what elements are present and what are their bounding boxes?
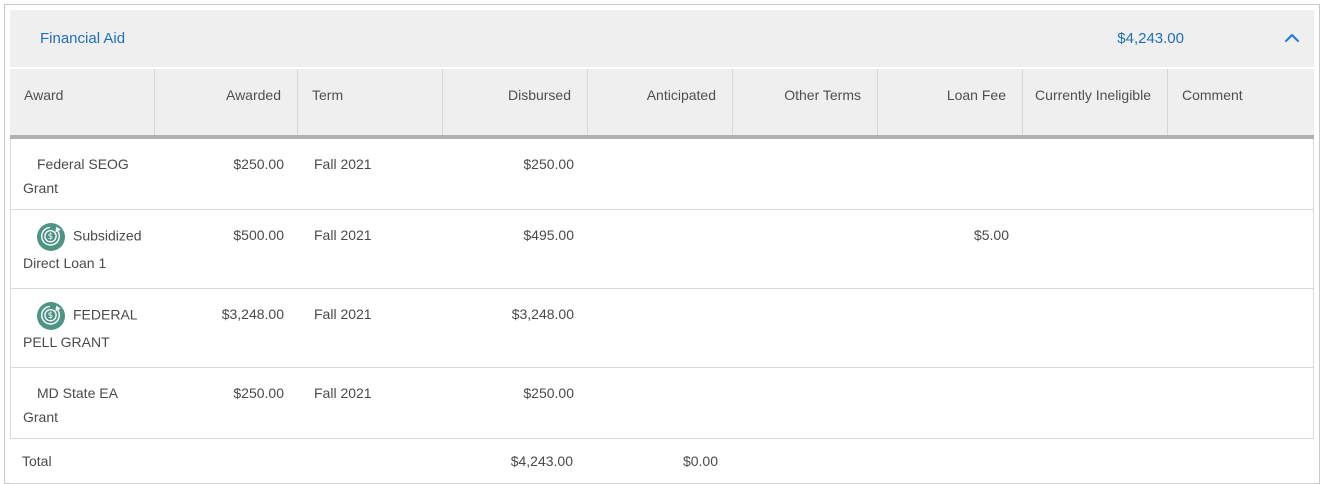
- term-cell: Fall 2021: [314, 306, 372, 322]
- total-currently-ineligible-cell: [1023, 439, 1168, 483]
- disbursed-cell: $250.00: [523, 385, 574, 401]
- panel-title: Financial Aid: [40, 30, 126, 47]
- currently-ineligible-cell: [1024, 139, 1169, 209]
- award-name: Federal SEOG Grant: [23, 156, 129, 196]
- column-header-loan-fee: Loan Fee: [878, 69, 1023, 135]
- loan-fee-cell: $5.00: [973, 227, 1009, 243]
- financial-aid-section-header[interactable]: Financial Aid $4,243.00: [10, 10, 1314, 67]
- award-cell: $MD State EA Grant: [11, 368, 156, 438]
- table-row: $ Subsidized Direct Loan 1 $500.00 Fall 2…: [11, 210, 1313, 289]
- disbursed-cell: $3,248.00: [511, 306, 574, 322]
- header-gap: [10, 67, 1314, 69]
- total-awarded-cell: [155, 439, 298, 483]
- column-header-comment: Comment: [1168, 69, 1314, 135]
- loan-money-revolving-icon: $: [37, 302, 65, 330]
- awarded-cell: $3,248.00: [221, 306, 284, 322]
- total-disbursed-value: $4,243.00: [510, 453, 573, 469]
- total-row: Total $4,243.00 $0.00: [10, 439, 1314, 484]
- svg-text:$: $: [48, 232, 53, 242]
- term-cell: Fall 2021: [314, 156, 372, 172]
- loan-fee-cell: [879, 289, 1024, 367]
- column-header-currently-ineligible: Currently Ineligible: [1023, 69, 1168, 135]
- other-terms-cell: [734, 139, 879, 209]
- term-cell: Fall 2021: [314, 385, 372, 401]
- awarded-cell: $250.00: [233, 156, 284, 172]
- award-cell: $ FEDERAL PELL GRANT: [11, 289, 156, 367]
- loan-fee-cell: [879, 139, 1024, 209]
- total-comment-cell: [1168, 439, 1314, 483]
- column-header-anticipated: Anticipated: [588, 69, 733, 135]
- table-row: $ FEDERAL PELL GRANT $3,248.00 Fall 2021 …: [11, 289, 1313, 368]
- total-loan-fee-cell: [878, 439, 1023, 483]
- anticipated-cell: [589, 139, 734, 209]
- anticipated-cell: [589, 368, 734, 438]
- award-name: Subsidized Direct Loan 1: [23, 227, 142, 271]
- column-header-other-terms: Other Terms: [733, 69, 878, 135]
- column-header-award: Award: [10, 69, 155, 135]
- other-terms-cell: [734, 368, 879, 438]
- column-header-term: Term: [298, 69, 443, 135]
- currently-ineligible-cell: [1024, 210, 1169, 288]
- column-header-awarded: Awarded: [155, 69, 298, 135]
- other-terms-cell: [734, 289, 879, 367]
- comment-cell: [1169, 139, 1313, 209]
- currently-ineligible-cell: [1024, 289, 1169, 367]
- awarded-cell: $250.00: [233, 385, 284, 401]
- anticipated-cell: [589, 289, 734, 367]
- loan-fee-cell: [879, 368, 1024, 438]
- loan-money-revolving-icon: $: [37, 223, 65, 251]
- chevron-up-icon: [1284, 30, 1300, 48]
- table-body: $Federal SEOG Grant $250.00 Fall 2021 $2…: [10, 139, 1314, 439]
- comment-cell: [1169, 289, 1313, 367]
- comment-cell: [1169, 210, 1313, 288]
- award-cell: $Federal SEOG Grant: [11, 139, 156, 209]
- disbursed-cell: $495.00: [523, 227, 574, 243]
- financial-aid-panel: Financial Aid $4,243.00 Award Awarded Te…: [4, 4, 1320, 484]
- collapse-toggle-button[interactable]: [1284, 30, 1300, 48]
- column-header-disbursed: Disbursed: [443, 69, 588, 135]
- comment-cell: [1169, 368, 1313, 438]
- table-row: $MD State EA Grant $250.00 Fall 2021 $25…: [11, 368, 1313, 439]
- total-anticipated-value: $0.00: [682, 453, 718, 469]
- total-label: Total: [22, 453, 52, 469]
- table-header-row: Award Awarded Term Disbursed Anticipated…: [10, 69, 1314, 135]
- total-term-cell: [298, 439, 443, 483]
- currently-ineligible-cell: [1024, 368, 1169, 438]
- disbursed-cell: $250.00: [523, 156, 574, 172]
- award-name: FEDERAL PELL GRANT: [23, 306, 138, 350]
- anticipated-cell: [589, 210, 734, 288]
- awarded-cell: $500.00: [233, 227, 284, 243]
- total-amount-value: $4,243.00: [1117, 30, 1184, 47]
- table-row: $Federal SEOG Grant $250.00 Fall 2021 $2…: [11, 139, 1313, 210]
- svg-text:$: $: [48, 311, 53, 321]
- award-cell: $ Subsidized Direct Loan 1: [11, 210, 156, 288]
- term-cell: Fall 2021: [314, 227, 372, 243]
- table-header-divider-bar: [10, 135, 1314, 139]
- total-other-terms-cell: [733, 439, 878, 483]
- award-name: MD State EA Grant: [23, 385, 118, 425]
- other-terms-cell: [734, 210, 879, 288]
